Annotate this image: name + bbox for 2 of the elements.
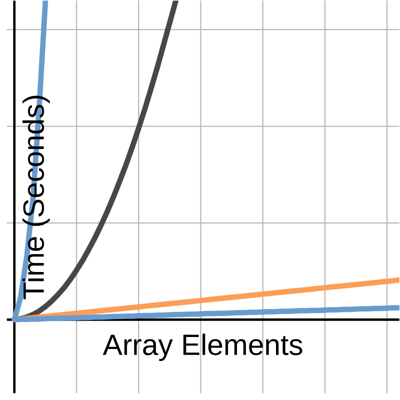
y-axis-title: Time (Seconds) <box>22 96 50 300</box>
x-axis-title: Array Elements <box>102 334 302 362</box>
